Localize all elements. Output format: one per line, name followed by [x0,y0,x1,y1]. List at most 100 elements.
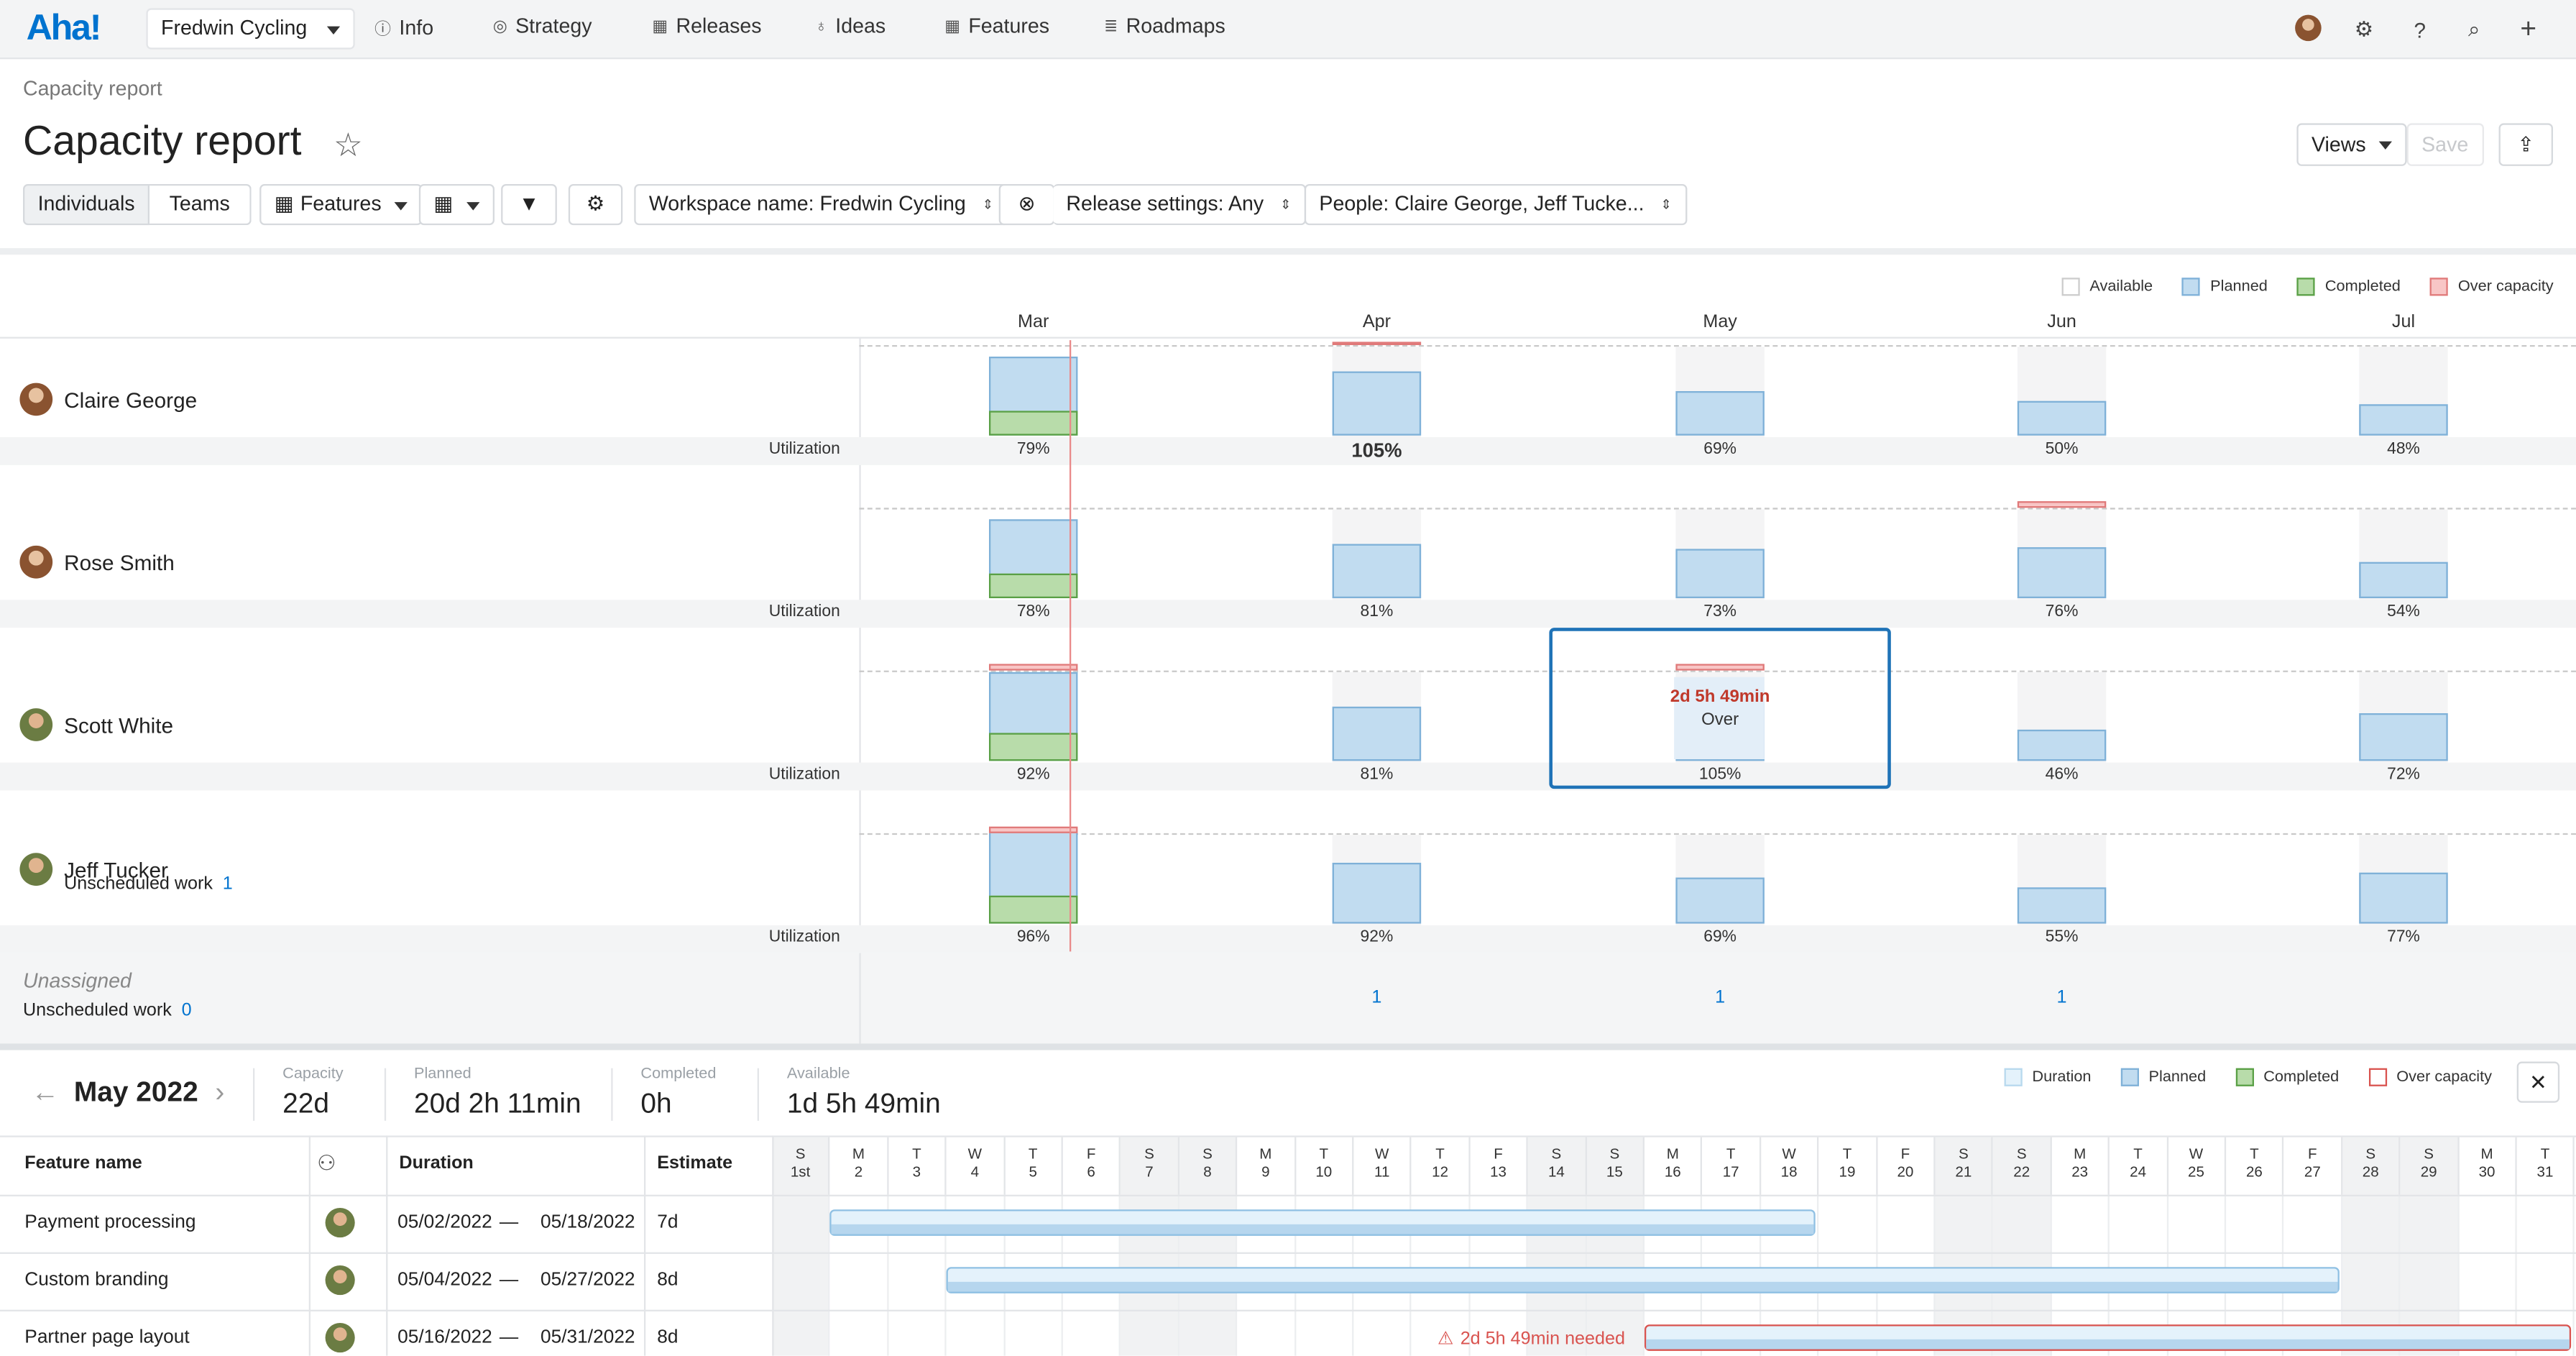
completed-bar[interactable] [988,411,1078,436]
column-header-feature-name[interactable]: Feature name [24,1153,142,1173]
column-header-estimate[interactable]: Estimate [657,1153,733,1173]
day-letter: S [1202,1145,1213,1162]
planned-bar[interactable] [2017,547,2107,598]
views-dropdown[interactable]: Views [2296,123,2407,166]
over-capacity-bar[interactable] [2017,500,2107,508]
feature-name-link[interactable]: Custom branding [24,1270,169,1291]
assignee-avatar[interactable] [325,1207,355,1238]
duration-end: 05/31/2022 [540,1327,635,1348]
day-header: M 23 [2051,1137,2110,1195]
planned-bar[interactable] [1332,544,1422,598]
table-row-border [0,1252,2576,1254]
unassigned-count-link[interactable]: 1 [1715,987,1726,1008]
prev-month-arrow[interactable]: ← [31,1076,60,1108]
teams-tab[interactable]: Teams [150,183,252,226]
planned-bar[interactable] [1332,371,1422,436]
over-capacity-bar[interactable] [988,826,1078,833]
individuals-tab[interactable]: Individuals [22,183,150,226]
person-rose-smith[interactable]: Rose Smith [19,545,175,579]
day-header: T 31 [2517,1137,2575,1195]
person-jeff-tucker[interactable]: Jeff Tucker [19,853,168,886]
aha-logo[interactable]: Aha! [26,6,102,48]
export-icon[interactable]: ⇪ [2498,123,2553,166]
workspace-filter[interactable]: Workspace name: Fredwin Cycling ⇕ [634,183,1008,226]
over-capacity-bar[interactable] [1332,342,1422,346]
utilization-value: 105% [1698,766,1742,784]
planned-bar[interactable] [1675,390,1765,436]
planned-bar[interactable] [2017,887,2107,924]
column-header-duration[interactable]: Duration [399,1153,474,1173]
duration-start: 05/16/2022 [397,1327,492,1348]
completed-bar[interactable] [988,574,1078,598]
warning-icon: ⚠ [1437,1329,1454,1350]
star-icon[interactable]: ☆ [333,128,363,165]
planned-bar[interactable] [2359,713,2448,761]
stat-completed-value: 0h [640,1088,672,1119]
settings-icon[interactable]: ⚙ [2354,16,2374,42]
today-line [1069,340,1072,952]
completed-bar[interactable] [988,896,1078,924]
next-month-arrow[interactable]: › [215,1076,225,1108]
save-button[interactable]: Save [2406,123,2483,166]
assignee-avatar[interactable] [325,1265,355,1296]
nav-info[interactable]: ⓘ Info [374,15,433,40]
breadcrumb[interactable]: Capacity report [22,77,162,101]
stat-capacity-label: Capacity [282,1065,344,1084]
date-range-dropdown[interactable]: ▦ [418,183,494,226]
over-capacity-bar[interactable] [988,663,1078,671]
release-filter-icon[interactable]: ⊗ [998,183,1055,226]
person-scott-white[interactable]: Scott White [19,708,173,741]
planned-bar[interactable] [2359,562,2448,598]
planned-bar[interactable] [2017,401,2107,436]
day-letter: S [1609,1145,1620,1162]
panel-legend: Duration Planned Completed Over capacity [2004,1068,2492,1086]
day-header: S 21 [1935,1137,1994,1195]
over-capacity-bar[interactable] [1675,663,1765,671]
unscheduled-count-link[interactable]: 1 [222,874,233,894]
person-claire-george[interactable]: Claire George [19,382,197,416]
completed-bar[interactable] [988,733,1078,761]
duration-end: 05/18/2022 [540,1212,635,1233]
calendar-icon: ▦ [652,17,668,36]
utilization-value: 73% [1703,603,1737,621]
planned-bar[interactable] [2359,871,2448,924]
calendar-icon: ▦ [433,192,454,216]
panel-divider[interactable] [0,1043,2576,1050]
search-icon[interactable]: ⌕ [2467,16,2480,42]
filter-icon[interactable]: ▼ [501,183,557,226]
feature-name-link[interactable]: Partner page layout [24,1327,190,1348]
people-filter[interactable]: People: Claire George, Jeff Tucke... ⇕ [1304,183,1687,226]
help-icon[interactable]: ? [2414,17,2426,42]
workspace-selector[interactable]: Fredwin Cycling [146,8,355,50]
day-number: 24 [2130,1163,2147,1181]
top-navigation: Aha! Fredwin Cycling ⚙ ? ⌕ + ⓘ Info ◎ Strat… [0,0,2576,60]
nav-roadmaps[interactable]: ≣ Roadmaps [1104,15,1225,38]
nav-releases[interactable]: ▦ Releases [652,15,761,38]
planned-bar[interactable] [1675,877,1765,924]
selected-cell[interactable] [1549,628,1891,789]
assignee-icon[interactable]: ⚇ [317,1150,336,1176]
nav-ideas[interactable]: ♁ Ideas [815,15,886,38]
unassigned-count-link[interactable]: 1 [1371,987,1382,1008]
unassigned-count-link[interactable]: 1 [2056,987,2067,1008]
utilization-value: 78% [1016,603,1050,621]
planned-bar[interactable] [1675,549,1765,598]
feature-name-link[interactable]: Payment processing [24,1212,196,1233]
avatar[interactable] [2295,14,2322,42]
day-column [2459,1194,2517,1356]
utilization-value: 92% [1016,766,1050,784]
planned-bar[interactable] [2017,730,2107,761]
planned-bar[interactable] [1332,706,1422,761]
utilization-label: Utilization [768,603,840,621]
plus-icon[interactable]: + [2520,13,2537,45]
unscheduled-count-link[interactable]: 0 [181,1000,192,1021]
release-filter[interactable]: Release settings: Any ⇕ [1053,183,1306,226]
close-icon[interactable]: ✕ [2516,1061,2560,1103]
planned-bar[interactable] [1332,862,1422,924]
planned-bar[interactable] [2359,404,2448,436]
nav-strategy[interactable]: ◎ Strategy [493,15,592,38]
assignee-avatar[interactable] [325,1322,355,1353]
nav-features[interactable]: ▦ Features [944,15,1049,38]
features-dropdown[interactable]: ▦ Features [259,183,423,226]
settings-button[interactable]: ⚙ [568,183,623,226]
